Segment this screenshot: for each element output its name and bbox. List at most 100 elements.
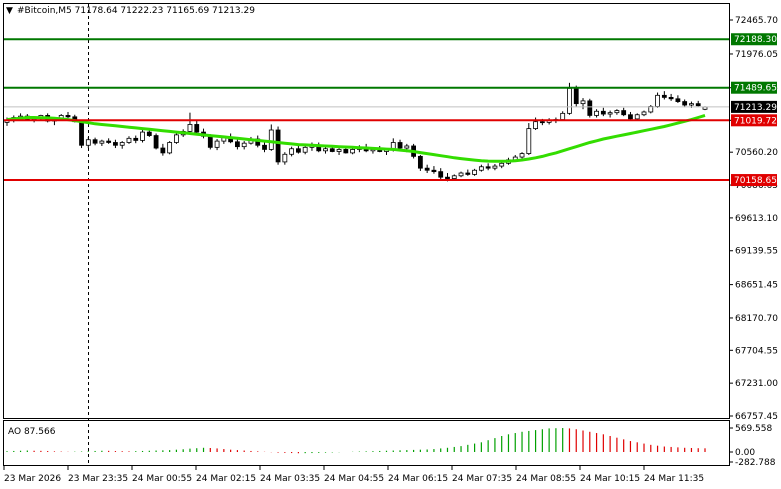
candle-body: [65, 115, 71, 118]
price-tick-label: 67704.55: [735, 346, 778, 356]
oscillator-pane-frame: [3, 420, 730, 466]
candle-body: [539, 121, 545, 124]
price-tick-label: 69613.10: [735, 214, 778, 224]
candle-body: [241, 142, 247, 148]
time-tick-label: 24 Mar 03:35: [260, 474, 320, 484]
candle-body: [560, 112, 566, 120]
candle-body: [614, 110, 620, 114]
candle-body: [675, 98, 681, 102]
level-price-tag: [731, 81, 777, 94]
candle-body: [235, 141, 240, 148]
candle-body: [133, 137, 139, 141]
candle-body: [492, 165, 498, 169]
candle-body: [336, 149, 342, 152]
oscillator-title: AO 87.566: [8, 427, 56, 437]
candle-body: [628, 114, 633, 120]
candle-body: [214, 140, 220, 148]
candle-body: [262, 144, 267, 150]
candle-body: [113, 142, 118, 146]
candles-layer: [4, 82, 708, 182]
ao-tick-label: -282.788: [735, 458, 776, 468]
candle-body: [485, 166, 491, 169]
time-tick-label: 24 Mar 04:55: [324, 474, 384, 484]
time-tick-label: 23 Mar 2026: [4, 474, 61, 484]
level-price-label: 71489.65: [734, 84, 777, 94]
candle-body: [92, 139, 98, 144]
candle-body: [289, 148, 295, 155]
candle-body: [295, 148, 301, 153]
candle-body: [668, 96, 674, 100]
candle-body: [79, 121, 84, 146]
ao-tick-label: 569.558: [735, 424, 772, 434]
candle-body: [268, 129, 274, 150]
price-tick-label: 67231.00: [735, 379, 778, 389]
candle-body: [302, 146, 308, 153]
candle-body: [580, 100, 586, 105]
candle-body: [126, 137, 132, 143]
candle-body: [587, 100, 593, 116]
candle-body: [146, 131, 152, 136]
candle-body: [140, 131, 145, 141]
candle-body: [451, 175, 457, 179]
price-pane-frame: [3, 3, 730, 419]
candle-body: [519, 153, 525, 158]
candle-body: [621, 110, 627, 116]
candle-body: [689, 103, 694, 106]
candle-body: [85, 139, 91, 146]
price-tick-label: 72465.70: [735, 16, 778, 26]
candle-body: [600, 110, 606, 115]
price-tick-label: 69139.55: [735, 247, 778, 257]
candle-body: [119, 142, 125, 146]
candle-body: [207, 135, 213, 148]
candle-body: [187, 124, 193, 132]
time-tick-label: 24 Mar 00:55: [132, 474, 192, 484]
candle-body: [153, 135, 159, 149]
candle-body: [343, 149, 349, 154]
level-price-tag: [731, 174, 777, 187]
candle-body: [682, 101, 688, 106]
candle-body: [641, 111, 647, 116]
time-tick-label: 23 Mar 23:35: [68, 474, 128, 484]
candle-body: [174, 134, 179, 143]
candle-body: [167, 142, 173, 154]
candle-body: [661, 94, 667, 98]
moving-average-line: [6, 113, 706, 163]
candle-body: [607, 112, 613, 115]
current-price-label: 71213.29: [734, 103, 777, 113]
candle-body: [329, 148, 335, 152]
menu-arrow-icon[interactable]: ▼: [6, 6, 13, 16]
candle-body: [397, 142, 403, 149]
candle-body: [194, 124, 200, 133]
level-price-label: 70158.65: [734, 176, 777, 186]
candle-body: [695, 103, 701, 107]
chart-title: #Bitcoin,M5 71178.64 71222.23 71165.69 7…: [17, 6, 255, 16]
candle-body: [533, 121, 538, 130]
candle-body: [282, 153, 288, 163]
candle-body: [655, 94, 660, 107]
time-axis: 23 Mar 2026 23 Mar 23:35 24 Mar 00:55 24 Ma…: [3, 466, 704, 484]
candle-body: [567, 87, 572, 114]
candle-body: [458, 172, 464, 177]
candle-body: [594, 110, 599, 116]
levels-layer: 72188.30 71489.65 71019.72 70158.65: [4, 33, 777, 187]
candle-body: [99, 140, 105, 144]
candle-body: [431, 169, 437, 173]
candle-body: [445, 176, 450, 179]
price-axis: 72465.70 71976.05 71489.65 71019.72 70560.20…: [729, 16, 778, 422]
time-tick-label: 24 Mar 06:15: [388, 474, 448, 484]
level-price-label: 71019.72: [734, 116, 777, 126]
candle-body: [404, 145, 410, 149]
candle-body: [424, 167, 430, 171]
ao-tick-label: 0.00: [735, 448, 755, 458]
level-price-tag: [731, 33, 777, 46]
level-price-label: 72188.30: [734, 35, 777, 45]
candle-body: [106, 140, 112, 143]
current-price-tag: [731, 100, 777, 113]
time-tick-label: 24 Mar 08:55: [516, 474, 576, 484]
time-tick-label: 24 Mar 11:35: [644, 474, 704, 484]
candle-body: [573, 87, 579, 105]
candle-body: [323, 148, 328, 152]
candle-body: [350, 149, 356, 154]
